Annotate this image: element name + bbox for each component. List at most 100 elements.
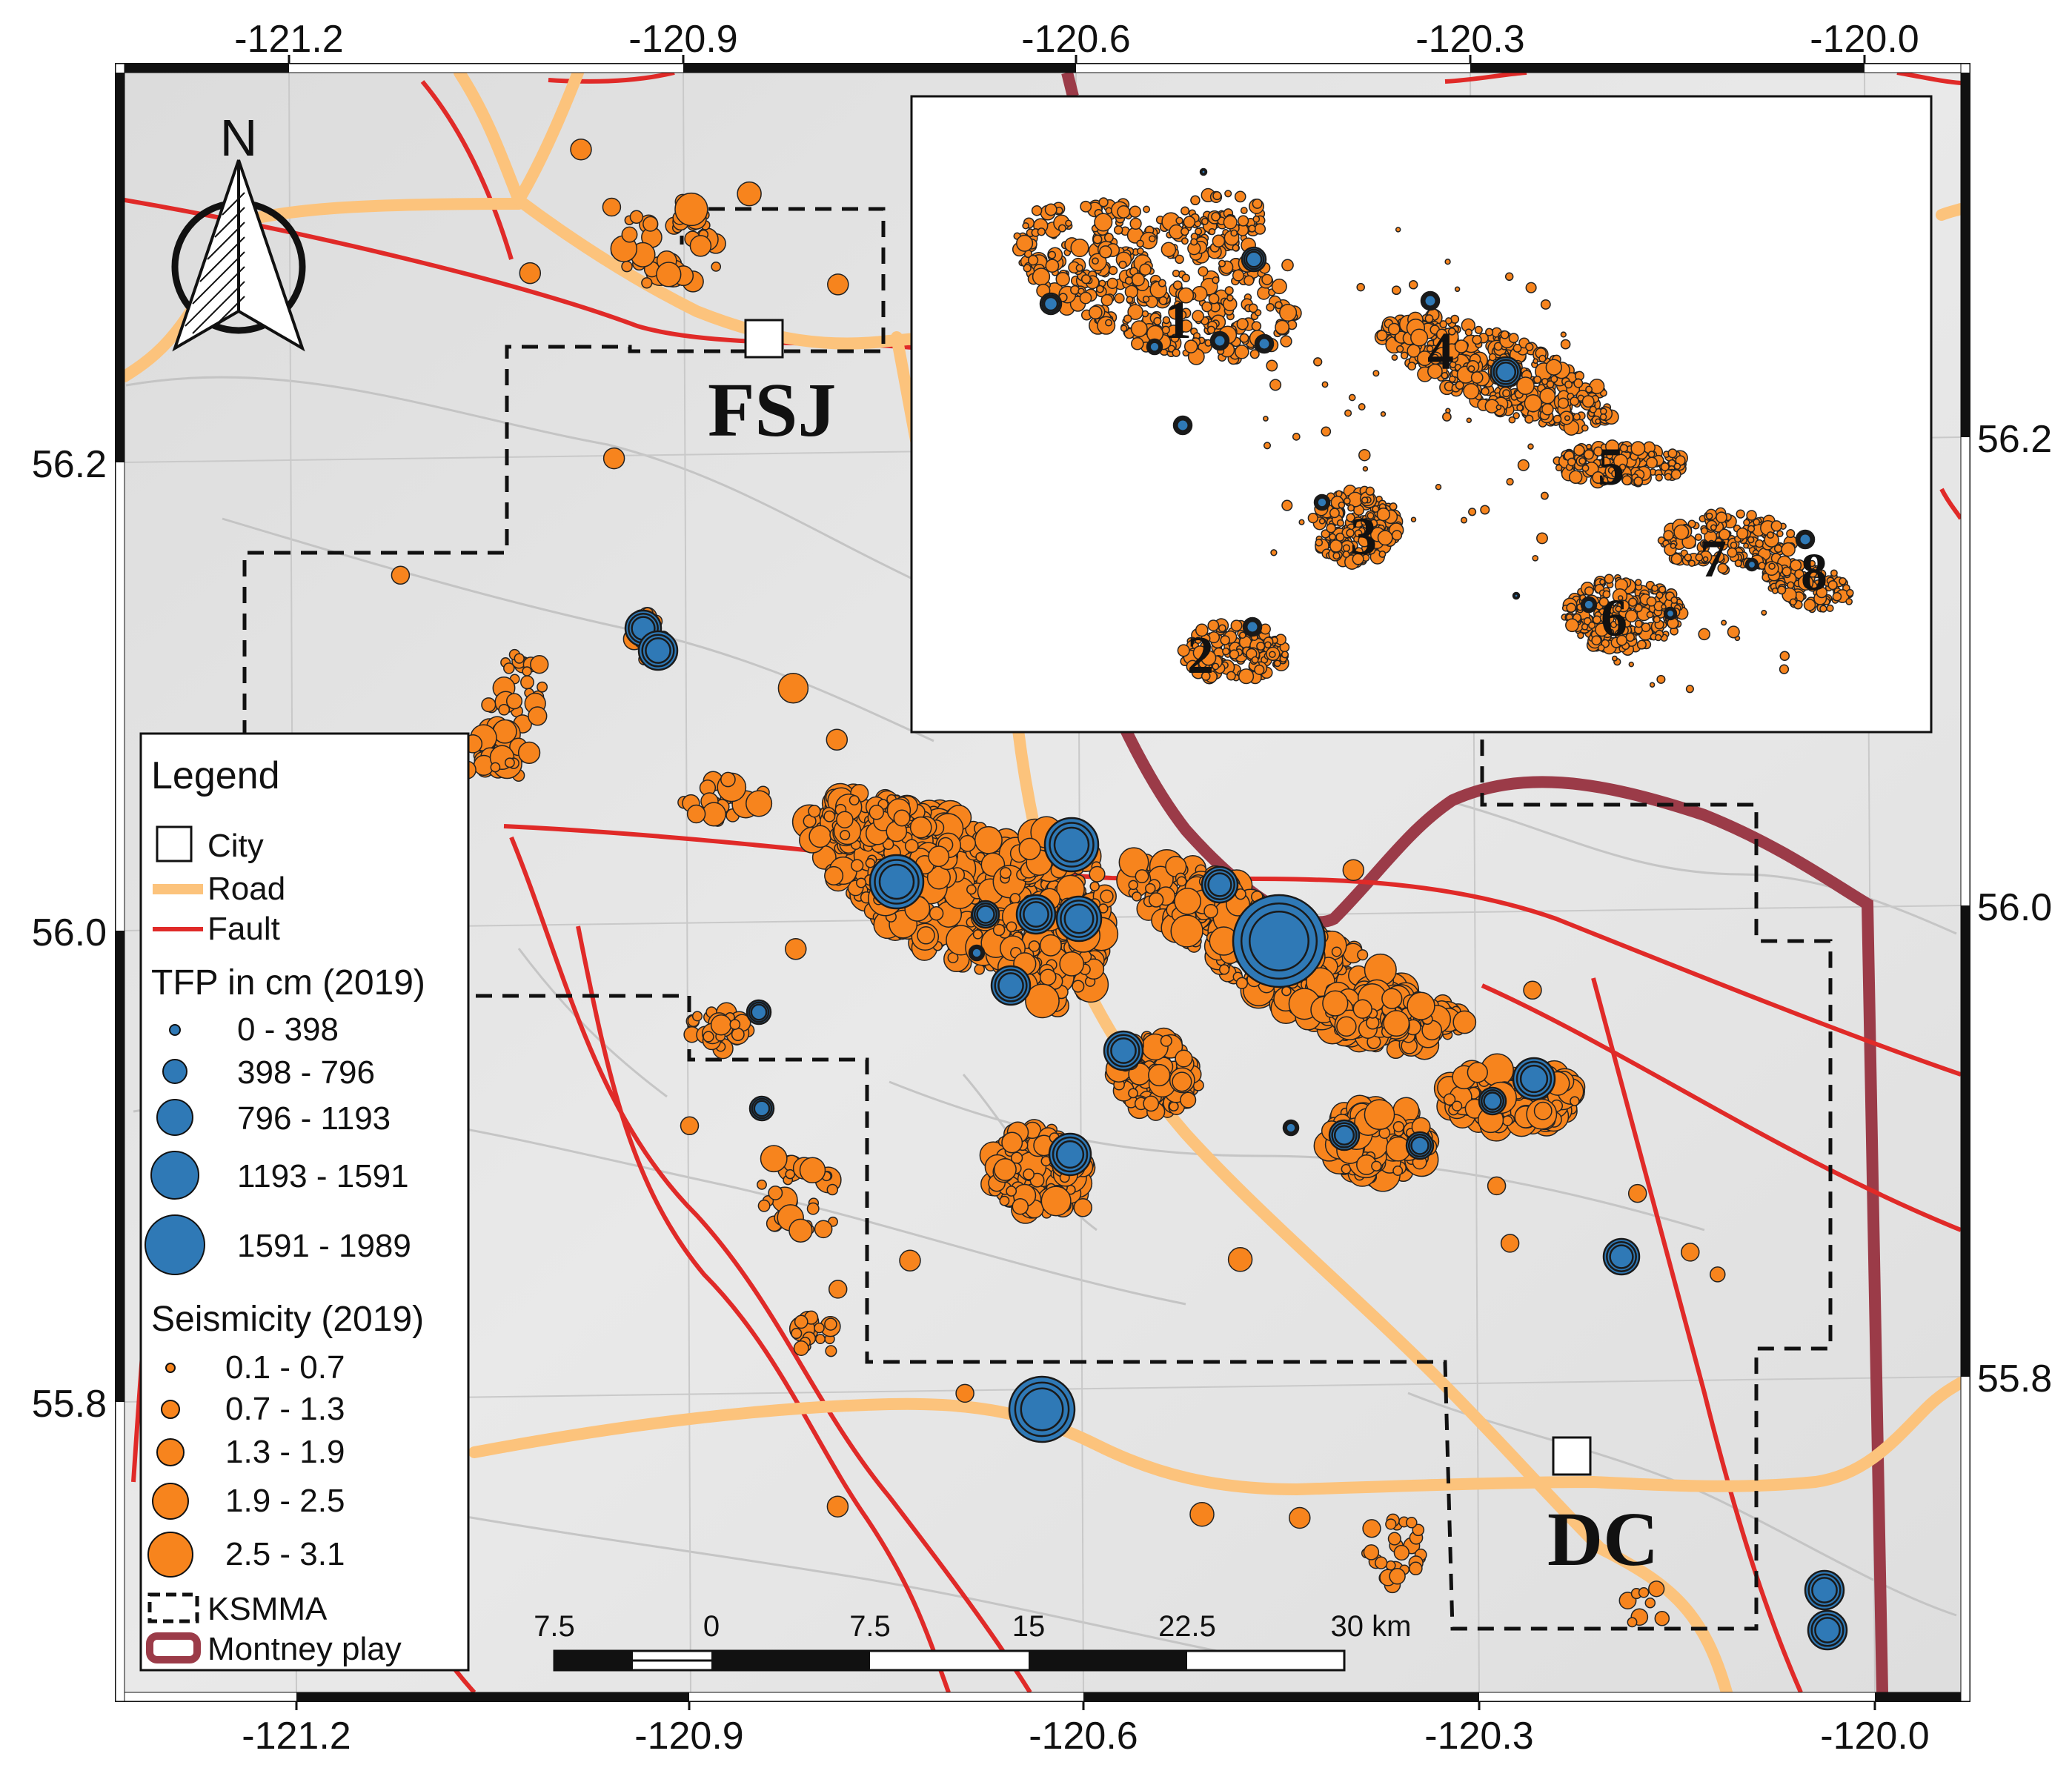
seismic-event [1412, 1523, 1425, 1537]
road-line [468, 1377, 1961, 1495]
lon-tick-label: -121.2 [242, 1715, 351, 1758]
tfp-well [1020, 1387, 1064, 1432]
seismic-event [1001, 1131, 1023, 1154]
inset-seismic-event [1481, 387, 1490, 396]
inset-seismic-event [1649, 682, 1656, 688]
inset-seismic-event [1533, 358, 1538, 365]
seismic-event [1570, 1096, 1580, 1106]
seismic-event [1039, 934, 1062, 957]
inset-cluster-label-8: 8 [1801, 542, 1827, 602]
inset-seismic-event [1513, 343, 1522, 353]
inset-seismic-event [1376, 508, 1390, 522]
inset-seismic-event [1143, 205, 1151, 213]
seismic-event [1169, 1101, 1179, 1111]
legend-tfp-symbol [156, 1099, 193, 1136]
seismic-event [1452, 1010, 1477, 1034]
seismic-event [504, 757, 515, 768]
inset-seismic-event [1391, 530, 1403, 541]
inset-seismic-event [1524, 394, 1542, 413]
inset-seismic-event [1790, 559, 1802, 571]
inset-seismic-event [1488, 353, 1497, 362]
legend-tfp-class: 398 - 796 [237, 1054, 375, 1091]
inset-seismic-event [1218, 259, 1226, 267]
inset-seismic-event [1123, 314, 1132, 323]
seismic-event [768, 1185, 783, 1200]
inset-seismic-event [1279, 303, 1298, 322]
inset-seismic-event [1540, 299, 1551, 310]
inset-cluster-label-1: 1 [1165, 290, 1192, 350]
legend-seis-class: 2.5 - 3.1 [225, 1536, 345, 1572]
inset-seismic-event [1230, 619, 1243, 632]
inset-seismic-event [1508, 333, 1519, 344]
inset-seismic-event [1096, 285, 1104, 293]
seismic-event [992, 923, 1006, 937]
legend-seis-symbol [156, 1438, 185, 1466]
inset-seismic-event [1048, 250, 1057, 259]
inset-seismic-event [1654, 634, 1662, 642]
seismic-event [757, 1179, 767, 1190]
legend-tfp-class: 0 - 398 [237, 1011, 339, 1048]
road-line [513, 73, 584, 206]
seismic-event [785, 938, 807, 960]
seismic-event [1654, 1611, 1670, 1626]
inset-seismic-event [1466, 417, 1472, 423]
seismic-event [959, 834, 977, 852]
inset-seismic-event [1045, 259, 1060, 273]
inset-seismic-event [1195, 623, 1209, 637]
inset-seismic-event [1391, 285, 1401, 296]
inset-seismic-event [1273, 659, 1281, 668]
city-marker-dc [1552, 1436, 1592, 1476]
seismic-event [1072, 980, 1085, 993]
inset-seismic-event [1179, 319, 1193, 333]
inset-seismic-event [1230, 229, 1238, 237]
inset-seismic-event [1787, 581, 1795, 589]
seismic-event [1059, 951, 1085, 977]
inset-seismic-event [1545, 359, 1562, 376]
seismic-event [1227, 1247, 1253, 1272]
inset-seismic-event [1647, 451, 1656, 458]
inset-seismic-event [1564, 380, 1573, 389]
seismic-event [1392, 1120, 1404, 1133]
road-line [1936, 203, 1961, 221]
inset-seismic-event [1175, 216, 1183, 225]
tfp-well [750, 1003, 768, 1021]
tfp-well [997, 972, 1024, 999]
inset-seismic-event [1057, 224, 1066, 233]
seismic-event [520, 675, 534, 690]
inset-seismic-event [1768, 562, 1776, 570]
inset-seismic-event [1208, 293, 1220, 305]
seismic-event [869, 805, 885, 820]
legend-fault-label: Fault [207, 911, 280, 947]
seismic-event [917, 926, 935, 945]
inset-seismic-event [1628, 597, 1638, 607]
inset-seismic-event [1044, 203, 1057, 216]
inset-seismic-event [1139, 263, 1152, 276]
inset-seismic-event [1591, 635, 1602, 646]
inset-seismic-event [1538, 354, 1547, 363]
inset-seismic-event [1819, 605, 1827, 613]
inset-seismic-event [1178, 287, 1195, 304]
inset-seismic-event [1313, 357, 1323, 367]
inset-seismic-event [1153, 316, 1162, 325]
inset-seismic-event [1336, 519, 1344, 527]
legend-tfp-class: 796 - 1193 [237, 1100, 391, 1137]
seismic-event [904, 839, 919, 854]
seismic-event [530, 655, 549, 674]
inset-seismic-event [1845, 598, 1853, 605]
inset-seismic-event [1581, 623, 1589, 631]
inset-seismic-event [1380, 411, 1387, 417]
inset-seismic-event [1348, 393, 1356, 402]
inset-cluster-label-6: 6 [1601, 588, 1627, 648]
inset-seismic-event [1142, 295, 1150, 303]
inset-seismic-event [1567, 457, 1576, 467]
inset-seismic-event [1573, 378, 1584, 388]
seismic-event [711, 262, 722, 272]
seismic-event [1392, 1166, 1404, 1176]
seismic-event [757, 1199, 771, 1212]
inset-seismic-event [1781, 542, 1796, 557]
inset-seismic-event [1555, 464, 1563, 472]
inset-seismic-event [1238, 668, 1255, 685]
inset-seismic-event [1105, 319, 1112, 327]
inset-seismic-event [1190, 238, 1198, 246]
inset-seismic-event [1684, 554, 1693, 562]
